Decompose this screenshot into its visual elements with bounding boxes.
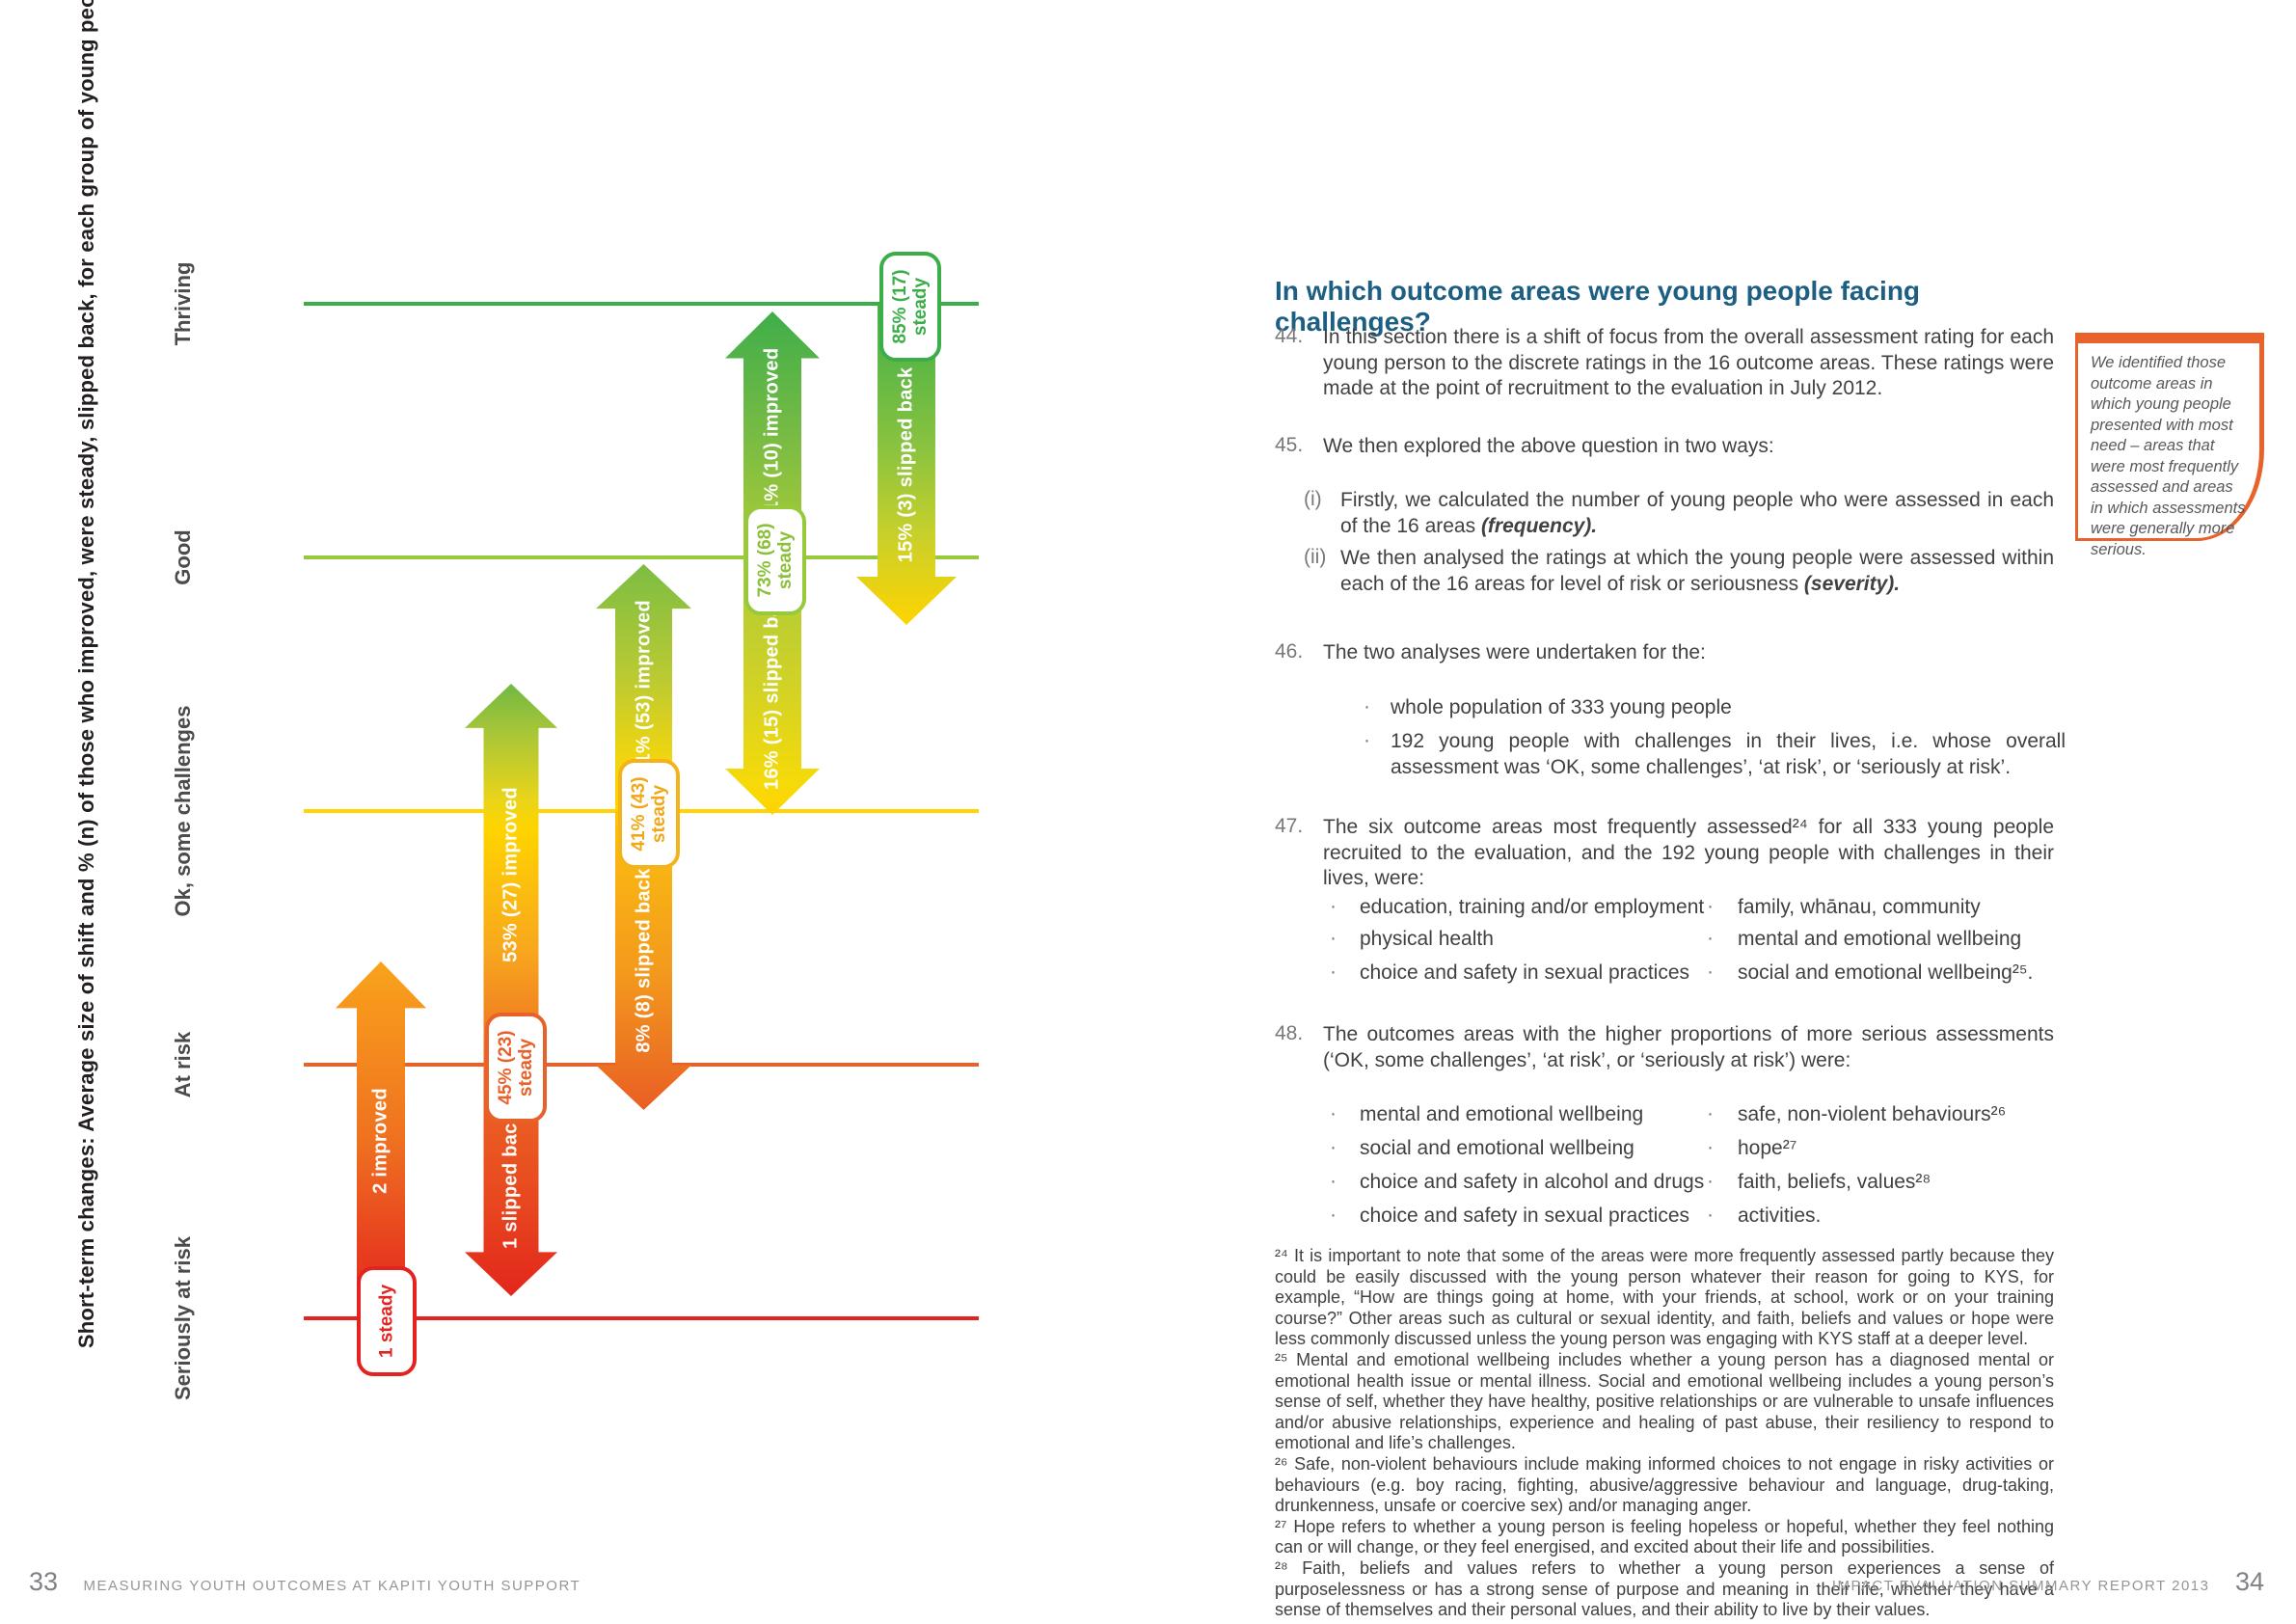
- paragraph-48: 48. The outcomes areas with the higher p…: [1275, 1022, 2054, 1073]
- axis-label-ok: Ok, some challenges: [171, 705, 195, 917]
- axis-label-thriving: Thriving: [171, 261, 195, 346]
- paragraph-text: The two analyses were undertaken for the…: [1323, 641, 1706, 663]
- right-footer: IMPACT EVALUATION SUMMARY REPORT 2013 34: [1832, 1567, 2264, 1597]
- badge-steady-seriously-at-risk: 1 steady: [357, 1266, 417, 1376]
- paragraph-45: 45. We then explored the above question …: [1275, 434, 2054, 460]
- footnote-27: ²⁷ Hope refers to whether a young person…: [1275, 1516, 2054, 1557]
- arrow-improved-at-risk: 53% (27) improved: [465, 684, 557, 1065]
- bullet-item: · mental and emotional wellbeing: [1330, 1102, 1644, 1125]
- left-footer: 33 MEASURING YOUTH OUTCOMES AT KAPITI YO…: [29, 1567, 581, 1597]
- bullet-item: · choice and safety in sexual practices: [1330, 1204, 1690, 1227]
- axis-label-at-risk: At risk: [171, 1031, 195, 1098]
- page-number-left: 33: [29, 1567, 59, 1596]
- paragraph-text: The outcomes areas with the higher propo…: [1323, 1023, 2054, 1071]
- paragraph-44: 44. In this section there is a shift of …: [1275, 325, 2054, 402]
- line-good: [304, 555, 979, 559]
- section-heading: In which outcome areas were young people…: [1275, 276, 1921, 337]
- bullet-item: · hope²⁷: [1707, 1136, 1797, 1159]
- page-number-right: 34: [2234, 1567, 2264, 1596]
- badge-steady-ok: 41% (43) steady: [618, 759, 680, 869]
- footnote-26: ²⁶ Safe, non-violent behaviours include …: [1275, 1453, 2054, 1516]
- bullet-item: · social and emotional wellbeing: [1330, 1136, 1634, 1159]
- paragraph-number: 45.: [1275, 434, 1304, 456]
- item-number: (i): [1304, 488, 1322, 510]
- badge-steady-good: 73% (68) steady: [744, 505, 806, 615]
- paragraph-number: 47.: [1275, 815, 1304, 837]
- paragraph-number: 44.: [1275, 325, 1304, 347]
- badge-steady-at-risk: 45% (23) steady: [485, 1013, 547, 1123]
- bullet-item: · mental and emotional wellbeing: [1707, 927, 2022, 950]
- bullet-item: · social and emotional wellbeing²⁵.: [1707, 961, 2034, 984]
- paragraph-text: In this section there is a shift of focu…: [1323, 326, 2054, 399]
- right-footer-label: IMPACT EVALUATION SUMMARY REPORT 2013: [1831, 1578, 2210, 1594]
- bullet-item: · choice and safety in sexual practices: [1330, 961, 1690, 984]
- axis-label-seriously-at-risk: Seriously at risk: [171, 1236, 195, 1400]
- bullet-item: · activities.: [1707, 1204, 1822, 1227]
- bullet-item: · whole population of 333 young people: [1364, 695, 1732, 718]
- callout-box: We identified those outcome areas in whi…: [2075, 333, 2264, 558]
- bullet-item: · family, whānau, community: [1707, 895, 1981, 918]
- footnote-24: ²⁴ It is important to note that some of …: [1275, 1246, 2054, 1349]
- line-thriving: [304, 302, 979, 306]
- paragraph-number: 46.: [1275, 640, 1304, 663]
- bullet-item: · education, training and/or employment: [1330, 895, 1705, 918]
- paragraph-number: 48.: [1275, 1022, 1304, 1044]
- item-ii: (ii) We then analysed the ratings at whi…: [1304, 546, 2054, 597]
- bullet-item: · choice and safety in alcohol and drugs: [1330, 1170, 1705, 1193]
- chart-short-term-changes: Short-term changes: Average size of shif…: [0, 0, 1138, 1504]
- footnote-25: ²⁵ Mental and emotional wellbeing includ…: [1275, 1349, 2054, 1453]
- callout-text: We identified those outcome areas in whi…: [2091, 354, 2246, 558]
- footnotes: ²⁴ It is important to note that some of …: [1275, 1246, 2054, 1621]
- item-text: Firstly, we calculated the number of you…: [1340, 489, 2054, 537]
- left-footer-label: MEASURING YOUTH OUTCOMES AT KAPITI YOUTH…: [83, 1578, 581, 1594]
- paragraph-47: 47. The six outcome areas most frequentl…: [1275, 815, 2054, 892]
- item-number: (ii): [1304, 546, 1327, 568]
- bullet-item: · faith, beliefs, values²⁸: [1707, 1170, 1931, 1193]
- item-i: (i) Firstly, we calculated the number of…: [1304, 488, 2054, 539]
- bullet-item: · 192 young people with challenges in th…: [1364, 729, 2066, 778]
- footnote-28: ²⁸ Faith, beliefs and values refers to w…: [1275, 1557, 2054, 1620]
- line-seriously-at-risk: [304, 1316, 979, 1320]
- badge-steady-thriving: 85% (17) steady: [879, 252, 941, 362]
- chart-title: Short-term changes: Average size of shif…: [74, 0, 98, 1349]
- paragraph-text: We then explored the above question in t…: [1323, 435, 1774, 457]
- paragraph-text: The six outcome areas most frequently as…: [1323, 816, 2054, 889]
- item-text: We then analysed the ratings at which th…: [1340, 547, 2054, 595]
- bullet-item: · physical health: [1330, 927, 1494, 950]
- paragraph-46: 46. The two analyses were undertaken for…: [1275, 640, 2054, 666]
- axis-label-good: Good: [171, 529, 195, 585]
- bullet-item: · safe, non-violent behaviours²⁶: [1707, 1102, 2007, 1125]
